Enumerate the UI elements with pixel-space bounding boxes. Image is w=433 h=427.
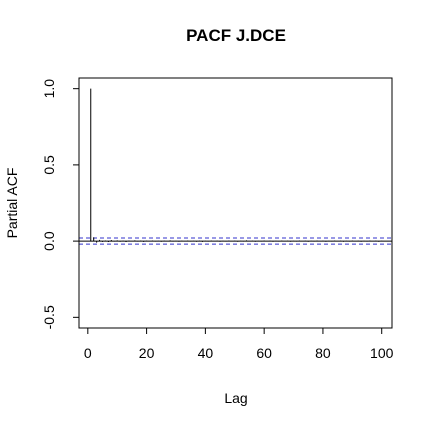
x-axis: 0 20 40 60 80 100 <box>84 327 394 361</box>
chart-title: PACF J.DCE <box>186 26 286 45</box>
x-tick-label: 100 <box>370 345 394 361</box>
y-tick-label: 0.0 <box>41 231 57 251</box>
y-tick-label: -0.5 <box>41 305 57 329</box>
plot-content <box>79 88 392 245</box>
x-tick-label: 20 <box>139 345 155 361</box>
x-axis-label: Lag <box>224 390 247 406</box>
x-tick-label: 80 <box>315 345 331 361</box>
y-axis: -0.5 0.0 0.5 1.0 <box>41 79 80 329</box>
y-tick-label: 0.5 <box>41 155 57 175</box>
x-tick-label: 40 <box>198 345 214 361</box>
x-tick-label: 60 <box>256 345 272 361</box>
y-tick-label: 1.0 <box>41 79 57 99</box>
x-tick-label: 0 <box>84 345 92 361</box>
y-axis-label: Partial ACF <box>4 168 20 239</box>
plot-frame <box>78 77 393 329</box>
